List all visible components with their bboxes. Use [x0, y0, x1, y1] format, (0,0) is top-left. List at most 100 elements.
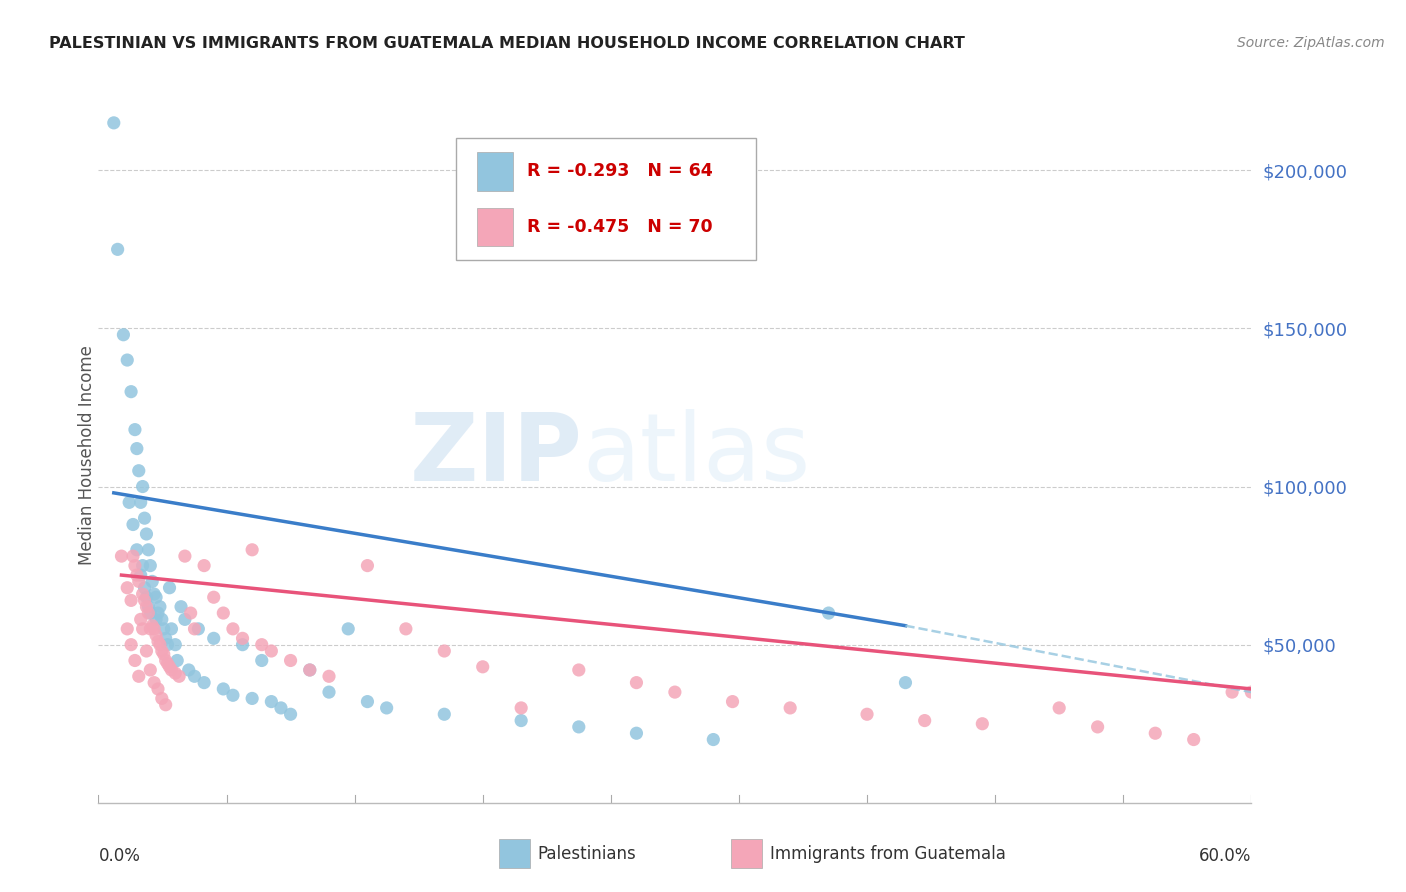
- Point: [167, 669, 190, 683]
- Point: [118, 495, 141, 509]
- Point: [122, 549, 145, 563]
- Point: [375, 701, 398, 715]
- Point: [155, 632, 177, 646]
- Point: [128, 574, 150, 589]
- Point: [152, 622, 174, 636]
- Text: ZIP: ZIP: [409, 409, 582, 501]
- Point: [183, 669, 205, 683]
- Text: Immigrants from Guatemala: Immigrants from Guatemala: [770, 845, 1007, 863]
- Text: PALESTINIAN VS IMMIGRANTS FROM GUATEMALA MEDIAN HOUSEHOLD INCOME CORRELATION CHA: PALESTINIAN VS IMMIGRANTS FROM GUATEMALA…: [49, 36, 965, 51]
- Point: [139, 558, 162, 573]
- Point: [131, 479, 153, 493]
- Point: [231, 638, 254, 652]
- Point: [117, 353, 138, 368]
- Point: [568, 720, 591, 734]
- Point: [125, 568, 148, 582]
- Point: [124, 423, 146, 437]
- Point: [155, 653, 177, 667]
- Point: [280, 707, 302, 722]
- Point: [103, 116, 125, 130]
- Point: [193, 675, 215, 690]
- Point: [146, 681, 169, 696]
- Text: R = -0.293   N = 64: R = -0.293 N = 64: [527, 162, 713, 180]
- Point: [231, 632, 254, 646]
- Point: [120, 384, 142, 399]
- Point: [779, 701, 801, 715]
- Point: [135, 644, 157, 658]
- Point: [174, 549, 197, 563]
- Point: [149, 599, 172, 614]
- Point: [145, 628, 167, 642]
- Point: [1182, 732, 1205, 747]
- Text: 0.0%: 0.0%: [98, 847, 141, 865]
- Point: [128, 464, 150, 478]
- Point: [250, 638, 273, 652]
- Point: [160, 663, 183, 677]
- Point: [856, 707, 879, 722]
- Point: [138, 542, 160, 557]
- Point: [298, 663, 321, 677]
- Point: [187, 622, 209, 636]
- Point: [270, 701, 292, 715]
- Y-axis label: Median Household Income: Median Household Income: [79, 345, 96, 565]
- Point: [138, 599, 160, 614]
- Point: [1047, 701, 1070, 715]
- Point: [155, 698, 177, 712]
- Point: [134, 593, 156, 607]
- Point: [117, 622, 138, 636]
- Point: [165, 666, 187, 681]
- Point: [120, 593, 142, 607]
- Point: [122, 517, 145, 532]
- Point: [139, 663, 162, 677]
- Point: [894, 675, 917, 690]
- Point: [510, 701, 533, 715]
- Point: [150, 644, 173, 658]
- Point: [177, 663, 200, 677]
- Point: [125, 442, 148, 456]
- Point: [131, 558, 153, 573]
- Point: [150, 612, 173, 626]
- Point: [124, 558, 146, 573]
- Point: [212, 681, 235, 696]
- Point: [222, 688, 245, 702]
- Point: [433, 707, 456, 722]
- Point: [143, 622, 166, 636]
- Point: [174, 612, 197, 626]
- Bar: [477, 208, 513, 246]
- Point: [135, 527, 157, 541]
- Point: [183, 622, 205, 636]
- Point: [356, 695, 378, 709]
- Point: [146, 606, 169, 620]
- Point: [1220, 685, 1243, 699]
- Point: [626, 726, 648, 740]
- Point: [166, 653, 188, 667]
- Point: [117, 581, 138, 595]
- Point: [159, 581, 181, 595]
- Point: [280, 653, 302, 667]
- Point: [141, 574, 163, 589]
- Point: [298, 663, 321, 677]
- Point: [568, 663, 591, 677]
- Point: [156, 657, 179, 671]
- Point: [817, 606, 839, 620]
- Point: [721, 695, 744, 709]
- Point: [972, 716, 994, 731]
- Point: [180, 606, 202, 620]
- Point: [129, 612, 152, 626]
- Point: [152, 647, 174, 661]
- Point: [145, 612, 167, 626]
- Point: [150, 691, 173, 706]
- Text: 60.0%: 60.0%: [1199, 847, 1251, 865]
- Point: [170, 599, 193, 614]
- Text: Palestinians: Palestinians: [537, 845, 636, 863]
- Point: [143, 587, 166, 601]
- Point: [471, 660, 494, 674]
- Point: [129, 495, 152, 509]
- Point: [124, 653, 146, 667]
- Point: [202, 591, 225, 605]
- Point: [159, 660, 181, 674]
- Point: [510, 714, 533, 728]
- Point: [131, 622, 153, 636]
- Point: [135, 591, 157, 605]
- Text: Source: ZipAtlas.com: Source: ZipAtlas.com: [1237, 36, 1385, 50]
